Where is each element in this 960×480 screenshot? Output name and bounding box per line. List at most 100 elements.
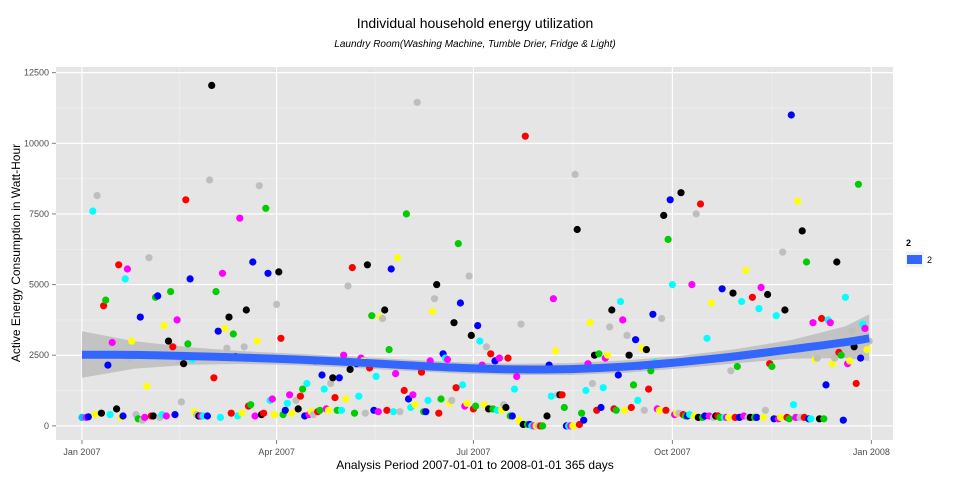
data-point xyxy=(128,337,136,345)
data-point xyxy=(247,401,255,409)
data-point xyxy=(595,350,603,358)
data-point xyxy=(409,391,417,399)
data-point xyxy=(828,360,837,368)
data-point xyxy=(549,295,558,303)
data-point xyxy=(413,98,421,106)
data-point xyxy=(794,197,802,205)
data-point xyxy=(113,405,121,413)
data-point xyxy=(798,227,806,235)
data-point xyxy=(621,406,629,414)
data-point xyxy=(430,295,439,303)
data-point xyxy=(268,395,276,403)
data-point xyxy=(372,372,380,380)
data-point xyxy=(642,346,651,354)
data-point xyxy=(218,269,227,277)
data-point xyxy=(597,403,605,412)
data-point xyxy=(145,254,153,262)
data-point xyxy=(255,182,263,190)
data-point xyxy=(214,327,222,335)
data-point xyxy=(368,312,376,320)
y-tick-label: 12500 xyxy=(24,68,49,78)
data-point xyxy=(223,344,231,352)
data-point xyxy=(374,408,382,416)
data-point xyxy=(350,409,359,417)
data-point xyxy=(513,372,521,380)
data-point xyxy=(456,299,464,307)
data-point xyxy=(578,409,586,417)
data-point xyxy=(433,281,441,289)
data-point xyxy=(448,396,456,404)
data-point xyxy=(813,354,821,362)
data-point xyxy=(97,409,105,417)
data-point xyxy=(164,337,173,345)
data-point xyxy=(296,392,304,400)
data-point xyxy=(281,406,289,414)
data-point xyxy=(725,413,733,421)
data-point xyxy=(848,327,856,335)
data-point xyxy=(508,412,516,420)
data-point xyxy=(379,314,387,323)
data-point xyxy=(619,316,627,324)
data-point xyxy=(383,406,391,414)
data-point xyxy=(627,403,635,412)
data-point xyxy=(411,401,419,409)
legend-label: 2 xyxy=(927,255,932,265)
data-point xyxy=(839,416,847,424)
data-point xyxy=(93,192,101,200)
data-point xyxy=(582,386,590,395)
data-point xyxy=(854,180,863,188)
data-point xyxy=(422,408,430,416)
data-point xyxy=(826,319,834,327)
data-point xyxy=(623,331,631,339)
data-point xyxy=(454,240,462,248)
data-point xyxy=(645,385,653,393)
data-point xyxy=(552,347,560,355)
data-point xyxy=(273,300,281,308)
data-point xyxy=(463,399,471,407)
data-point xyxy=(400,386,408,395)
data-point xyxy=(435,409,443,417)
y-tick-label: 7500 xyxy=(29,209,49,219)
data-point xyxy=(515,416,523,424)
data-point xyxy=(160,322,168,330)
data-point xyxy=(216,413,224,421)
data-point xyxy=(294,405,302,413)
data-point xyxy=(764,290,772,299)
data-point xyxy=(649,310,657,318)
data-point xyxy=(337,406,346,414)
data-point xyxy=(759,413,767,421)
data-point xyxy=(789,401,798,409)
data-point xyxy=(389,408,397,416)
data-point xyxy=(327,379,335,388)
data-point xyxy=(625,351,633,359)
data-point xyxy=(385,346,393,354)
data-point xyxy=(180,360,188,368)
data-point xyxy=(396,408,404,416)
data-point xyxy=(346,365,354,373)
data-point xyxy=(820,415,828,423)
data-point xyxy=(785,415,793,423)
data-point xyxy=(465,272,473,280)
data-point xyxy=(417,368,426,376)
data-point xyxy=(136,313,144,321)
data-point xyxy=(831,354,839,362)
data-point xyxy=(727,367,735,375)
data-point xyxy=(102,296,110,304)
x-tick-label: Jan 2007 xyxy=(63,447,100,457)
data-point xyxy=(707,299,715,307)
data-point xyxy=(270,411,278,419)
data-point xyxy=(424,396,432,404)
data-point xyxy=(632,336,640,344)
data-point xyxy=(392,370,400,378)
data-point xyxy=(863,346,871,354)
data-point xyxy=(249,258,257,266)
data-point xyxy=(149,412,157,420)
data-point xyxy=(696,200,705,208)
data-point xyxy=(186,275,194,283)
plot-panel xyxy=(56,67,893,440)
data-point xyxy=(402,210,410,218)
data-point xyxy=(787,111,795,119)
data-point xyxy=(662,406,670,414)
data-point xyxy=(342,395,350,403)
